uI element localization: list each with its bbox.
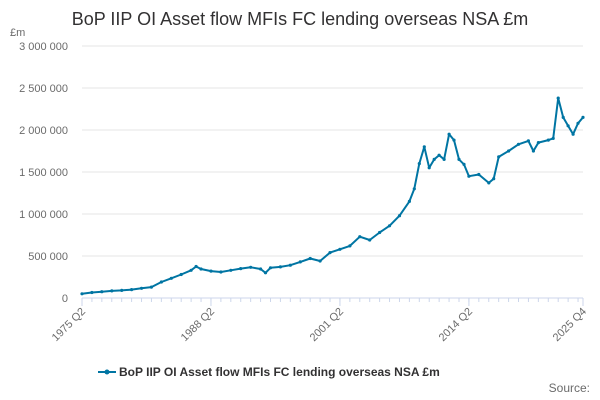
data-point[interactable]: [417, 162, 421, 166]
data-point[interactable]: [308, 256, 312, 261]
data-point[interactable]: [298, 260, 302, 264]
data-point[interactable]: [546, 138, 550, 142]
data-point[interactable]: [551, 136, 555, 140]
data-point[interactable]: [437, 153, 441, 157]
y-axis-ticks: 0 500 000 1 000 000 1 500 000 2 000 000 2 500…: [19, 41, 68, 305]
data-point[interactable]: [531, 149, 536, 153]
y-tick-label: 2 000 000: [19, 125, 68, 137]
data-point[interactable]: [278, 265, 282, 269]
data-point[interactable]: [452, 138, 456, 142]
grid-lines: [82, 45, 583, 299]
data-point[interactable]: [422, 145, 426, 149]
data-point[interactable]: [477, 172, 481, 177]
data-point[interactable]: [318, 259, 322, 263]
data-point[interactable]: [387, 224, 392, 228]
data-point[interactable]: [179, 272, 183, 277]
data-point[interactable]: [149, 285, 153, 289]
chart-title: BoP IIP OI Asset flow MFIs FC lending ov…: [72, 9, 529, 29]
data-point[interactable]: [576, 121, 580, 125]
x-axis: 1975 Q2 1988 Q2 2001 Q2 2014 Q2 2025 Q4: [50, 297, 589, 344]
series-line[interactable]: [81, 97, 584, 295]
data-point[interactable]: [526, 139, 531, 143]
data-point[interactable]: [90, 290, 94, 295]
data-point[interactable]: [268, 266, 273, 270]
data-point[interactable]: [219, 270, 223, 274]
data-point[interactable]: [412, 187, 416, 191]
data-point[interactable]: [457, 157, 461, 161]
data-point[interactable]: [239, 267, 243, 271]
data-point[interactable]: [397, 214, 402, 218]
x-tick-label: 1975 Q2: [50, 306, 88, 344]
data-point[interactable]: [571, 132, 575, 136]
data-point[interactable]: [581, 115, 585, 119]
data-point[interactable]: [516, 142, 521, 146]
data-point[interactable]: [100, 290, 104, 294]
y-tick-label: 1 500 000: [19, 167, 68, 179]
data-point[interactable]: [199, 267, 203, 271]
data-point[interactable]: [566, 124, 570, 128]
data-point[interactable]: [447, 132, 451, 136]
data-point[interactable]: [487, 181, 491, 185]
data-point[interactable]: [288, 263, 292, 267]
data-point[interactable]: [358, 235, 362, 239]
data-point[interactable]: [338, 247, 342, 251]
data-point[interactable]: [328, 251, 332, 255]
data-point[interactable]: [407, 199, 411, 203]
data-point[interactable]: [110, 289, 114, 293]
data-point[interactable]: [536, 141, 541, 145]
y-tick-label: 1 000 000: [19, 209, 68, 221]
legend-item-label: BoP IIP OI Asset flow MFIs FC lending ov…: [119, 365, 440, 379]
data-point[interactable]: [492, 177, 496, 181]
legend-swatch-marker: [104, 369, 110, 375]
legend[interactable]: BoP IIP OI Asset flow MFIs FC lending ov…: [98, 365, 440, 379]
data-point[interactable]: [80, 292, 84, 296]
data-point[interactable]: [229, 268, 233, 272]
data-point[interactable]: [432, 157, 436, 161]
x-tick-label: 2025 Q4: [551, 306, 589, 344]
y-tick-label: 0: [62, 293, 68, 305]
data-point[interactable]: [556, 96, 560, 100]
series-layer: [80, 96, 585, 296]
data-point[interactable]: [462, 162, 466, 166]
data-point[interactable]: [467, 174, 471, 178]
data-point[interactable]: [189, 268, 193, 272]
data-point[interactable]: [368, 238, 372, 242]
data-point[interactable]: [130, 288, 134, 292]
data-point[interactable]: [263, 271, 268, 275]
y-tick-label: 2 500 000: [19, 83, 68, 95]
data-point[interactable]: [209, 269, 213, 273]
data-point[interactable]: [139, 286, 144, 290]
data-point[interactable]: [249, 265, 253, 269]
data-point[interactable]: [378, 230, 382, 235]
y-axis-unit-label: £m: [10, 27, 25, 39]
data-point[interactable]: [427, 166, 431, 170]
data-point[interactable]: [169, 276, 173, 280]
y-tick-label: 3 000 000: [19, 41, 68, 53]
x-tick-label: 2014 Q2: [437, 306, 475, 344]
data-point[interactable]: [442, 157, 446, 161]
x-tick-label: 1988 Q2: [179, 306, 217, 344]
x-tick-label: 2001 Q2: [308, 306, 346, 344]
data-point[interactable]: [194, 264, 198, 269]
data-point[interactable]: [259, 267, 263, 271]
data-point[interactable]: [159, 280, 163, 284]
data-point[interactable]: [561, 115, 565, 119]
data-point[interactable]: [120, 288, 124, 292]
y-tick-label: 500 000: [28, 251, 68, 263]
data-point[interactable]: [497, 155, 501, 159]
data-point[interactable]: [348, 244, 352, 248]
source-credit[interactable]: Source:: [549, 381, 590, 395]
data-point[interactable]: [507, 149, 511, 153]
